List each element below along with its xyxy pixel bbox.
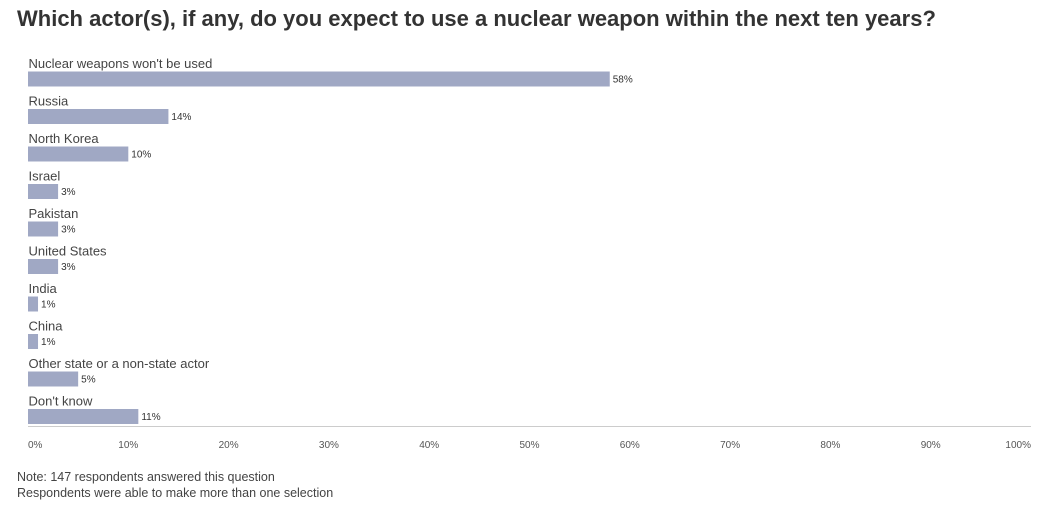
bar-group: Other state or a non-state actor 5% [28, 356, 210, 387]
value-label: 3% [61, 262, 76, 273]
bar-group: United States 3% [28, 244, 108, 274]
category-label: Pakistan [29, 206, 79, 221]
bar [28, 184, 59, 199]
value-label: 5% [81, 375, 96, 386]
bar [28, 334, 39, 349]
category-label: Don't know [29, 394, 94, 409]
bar-group: Nuclear weapons won't be used 58% [28, 56, 633, 87]
x-tick-label: 20% [219, 440, 239, 451]
category-label: India [29, 281, 58, 296]
bars-layer: Nuclear weapons won't be used 58% Russia 14… [28, 56, 633, 424]
value-label: 14% [171, 112, 191, 123]
chart-notes: Note: 147 respondents answered this ques… [17, 469, 333, 501]
category-label: United States [29, 244, 108, 259]
note-respondents: Note: 147 respondents answered this ques… [17, 470, 275, 484]
category-label: North Korea [29, 131, 100, 146]
bar-group: North Korea 10% [28, 131, 151, 162]
category-label: Other state or a non-state actor [29, 356, 210, 371]
bar-group: Russia 14% [28, 94, 192, 124]
category-label: Nuclear weapons won't be used [29, 56, 213, 71]
bar [28, 71, 610, 87]
bar [28, 221, 59, 237]
bar-group: Pakistan 3% [28, 206, 78, 237]
value-label: 3% [61, 225, 76, 236]
x-tick-label: 70% [720, 440, 740, 451]
category-label: China [29, 319, 64, 334]
bar [28, 259, 59, 274]
value-label: 10% [131, 150, 151, 161]
value-label: 11% [141, 412, 160, 423]
value-label: 3% [61, 187, 76, 198]
x-tick-label: 40% [419, 440, 439, 451]
x-axis-ticks: 0% 10% 20% 30% 40% 50% 60% 70% 80% 90% 100% [28, 440, 1031, 451]
category-label: Israel [29, 169, 61, 184]
bar-chart: Nuclear weapons won't be used 58% Russia 14… [28, 56, 1031, 451]
x-tick-label: 0% [28, 440, 43, 451]
note-multiple-selection: Respondents were able to make more than … [17, 486, 334, 500]
bar [28, 371, 79, 387]
x-tick-label: 30% [319, 440, 339, 451]
value-label: 1% [41, 300, 56, 311]
bar [28, 409, 139, 424]
x-tick-label: 100% [1005, 440, 1031, 451]
bar [28, 296, 39, 312]
category-label: Russia [29, 94, 70, 109]
x-tick-label: 80% [820, 440, 840, 451]
x-tick-label: 10% [118, 440, 138, 451]
value-label: 58% [613, 75, 633, 86]
bar-group: China 1% [28, 319, 64, 349]
chart-title: Which actor(s), if any, do you expect to… [17, 6, 936, 31]
x-tick-label: 90% [921, 440, 941, 451]
x-tick-label: 60% [620, 440, 640, 451]
bar [28, 146, 129, 162]
bar [28, 109, 169, 124]
value-label: 1% [41, 337, 56, 348]
bar-group: India 1% [28, 281, 57, 312]
bar-group: Don't know 11% [28, 394, 161, 424]
x-tick-label: 50% [519, 440, 539, 451]
